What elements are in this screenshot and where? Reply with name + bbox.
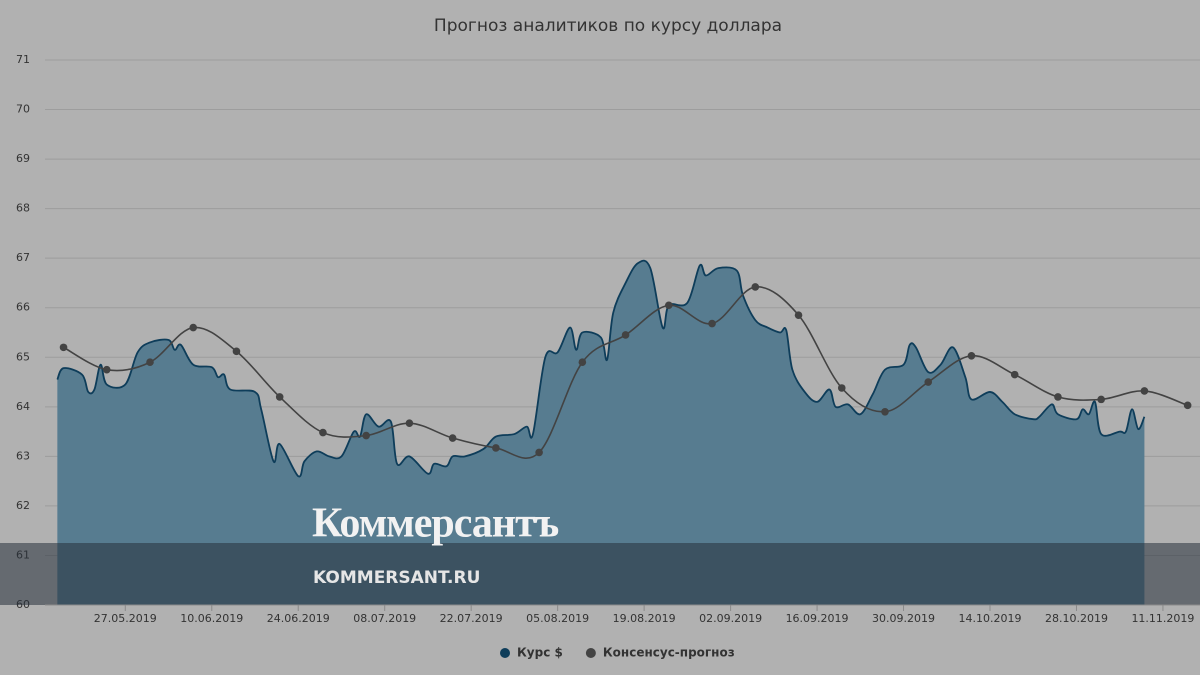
point[interactable] bbox=[967, 351, 976, 360]
point[interactable] bbox=[319, 428, 327, 437]
point[interactable] bbox=[535, 448, 543, 457]
x-tick-label: 24.06.2019 bbox=[267, 612, 330, 625]
legend-label[interactable]: Курс $ bbox=[517, 646, 563, 660]
x-tick-label: 08.07.2019 bbox=[353, 612, 416, 625]
point[interactable] bbox=[794, 311, 803, 319]
watermark-site: KOMMERSANT.RU bbox=[313, 568, 480, 588]
x-axis: 27.05.2019 10.06.2019 24.06.2019 08.07.2019… bbox=[45, 604, 1200, 625]
x-tick-label: 30.09.2019 bbox=[872, 612, 935, 625]
point[interactable] bbox=[146, 358, 154, 367]
y-tick-label: 63 bbox=[16, 449, 30, 462]
watermark-brand: Коммерсантъ bbox=[312, 501, 559, 547]
point[interactable] bbox=[837, 384, 846, 392]
x-tick-label: 28.10.2019 bbox=[1045, 612, 1108, 625]
legend-marker bbox=[500, 648, 510, 658]
y-tick-label: 69 bbox=[16, 152, 30, 165]
point[interactable] bbox=[924, 378, 933, 386]
point[interactable] bbox=[578, 358, 587, 367]
x-tick-label: 11.11.2019 bbox=[1131, 612, 1194, 625]
point[interactable] bbox=[1140, 387, 1149, 395]
x-tick-label: 16.09.2019 bbox=[786, 612, 849, 625]
point[interactable] bbox=[1183, 401, 1192, 410]
y-tick-label: 62 bbox=[16, 499, 30, 512]
y-tick-label: 68 bbox=[16, 202, 30, 215]
y-tick-label: 64 bbox=[16, 400, 30, 413]
area-fill bbox=[57, 260, 1145, 605]
y-tick-label: 65 bbox=[16, 350, 30, 363]
point[interactable] bbox=[751, 283, 760, 291]
point[interactable] bbox=[275, 393, 284, 401]
y-tick-label: 70 bbox=[16, 103, 30, 116]
x-tick-label: 22.07.2019 bbox=[440, 612, 503, 625]
y-tick-label: 71 bbox=[16, 53, 30, 66]
plot-area bbox=[56, 259, 1192, 605]
chart-title: Прогноз аналитиков по курсу доллара bbox=[434, 16, 782, 36]
point[interactable] bbox=[1054, 393, 1062, 401]
watermark-band bbox=[0, 543, 1200, 605]
legend-label[interactable]: Консенсус-прогноз bbox=[603, 646, 735, 660]
point[interactable] bbox=[1097, 395, 1105, 404]
x-tick-label: 27.05.2019 bbox=[94, 612, 157, 625]
legend: Курс $ Консенсус-прогноз bbox=[500, 646, 735, 660]
point[interactable] bbox=[1010, 370, 1019, 379]
point[interactable] bbox=[708, 319, 716, 328]
point[interactable] bbox=[881, 407, 889, 416]
point[interactable] bbox=[405, 419, 414, 427]
x-tick-label: 05.08.2019 bbox=[526, 612, 589, 625]
legend-marker bbox=[585, 648, 596, 658]
point[interactable] bbox=[102, 365, 111, 374]
x-tick-label: 14.10.2019 bbox=[959, 612, 1022, 625]
x-tick-label: 19.08.2019 bbox=[613, 612, 676, 625]
point[interactable] bbox=[621, 331, 630, 339]
point[interactable] bbox=[59, 343, 68, 352]
point[interactable] bbox=[232, 347, 241, 356]
area-line bbox=[56, 259, 1146, 478]
y-tick-label: 67 bbox=[16, 251, 30, 264]
x-tick-label: 02.09.2019 bbox=[699, 612, 762, 625]
point[interactable] bbox=[189, 323, 198, 332]
point[interactable] bbox=[665, 301, 673, 310]
point[interactable] bbox=[362, 431, 370, 440]
point[interactable] bbox=[492, 444, 500, 452]
point[interactable] bbox=[448, 434, 457, 442]
y-tick-label: 66 bbox=[16, 301, 30, 314]
x-tick-label: 10.06.2019 bbox=[180, 612, 243, 625]
